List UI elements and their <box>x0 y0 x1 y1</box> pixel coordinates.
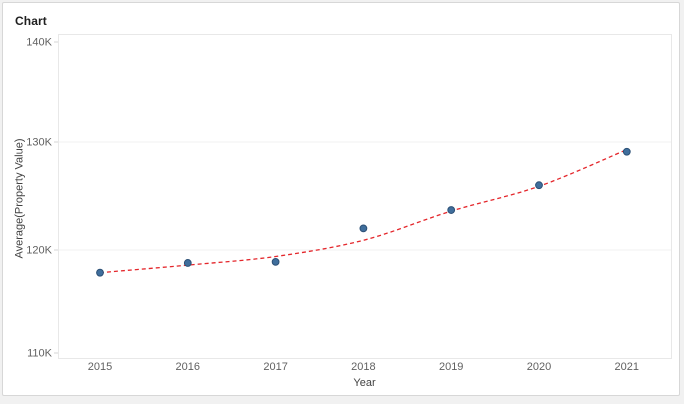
y-tick-label: 110K <box>27 348 53 360</box>
x-tick-label: 2018 <box>351 361 375 373</box>
x-tick-label: 2015 <box>88 361 112 373</box>
y-tick-label: 130K <box>26 137 52 149</box>
data-point[interactable] <box>447 206 456 214</box>
chart-title: Chart <box>15 14 47 28</box>
y-tick-label: 140K <box>26 37 52 49</box>
x-tick-label: 2020 <box>527 361 551 373</box>
data-point[interactable] <box>622 147 631 156</box>
data-point[interactable] <box>359 224 368 233</box>
data-point[interactable] <box>183 259 192 267</box>
data-point[interactable] <box>271 257 280 266</box>
data-point[interactable] <box>96 268 104 277</box>
x-tick-label: 2016 <box>176 361 200 373</box>
y-tick-label: 120K <box>26 245 52 257</box>
x-tick-label: 2017 <box>263 361 287 373</box>
plot-area <box>58 34 672 359</box>
x-tick-label: 2019 <box>439 361 463 373</box>
x-axis-title: Year <box>353 377 376 389</box>
y-axis-title: Average(Property Value) <box>13 138 26 259</box>
x-tick-label: 2021 <box>615 361 639 373</box>
data-point[interactable] <box>535 181 543 190</box>
